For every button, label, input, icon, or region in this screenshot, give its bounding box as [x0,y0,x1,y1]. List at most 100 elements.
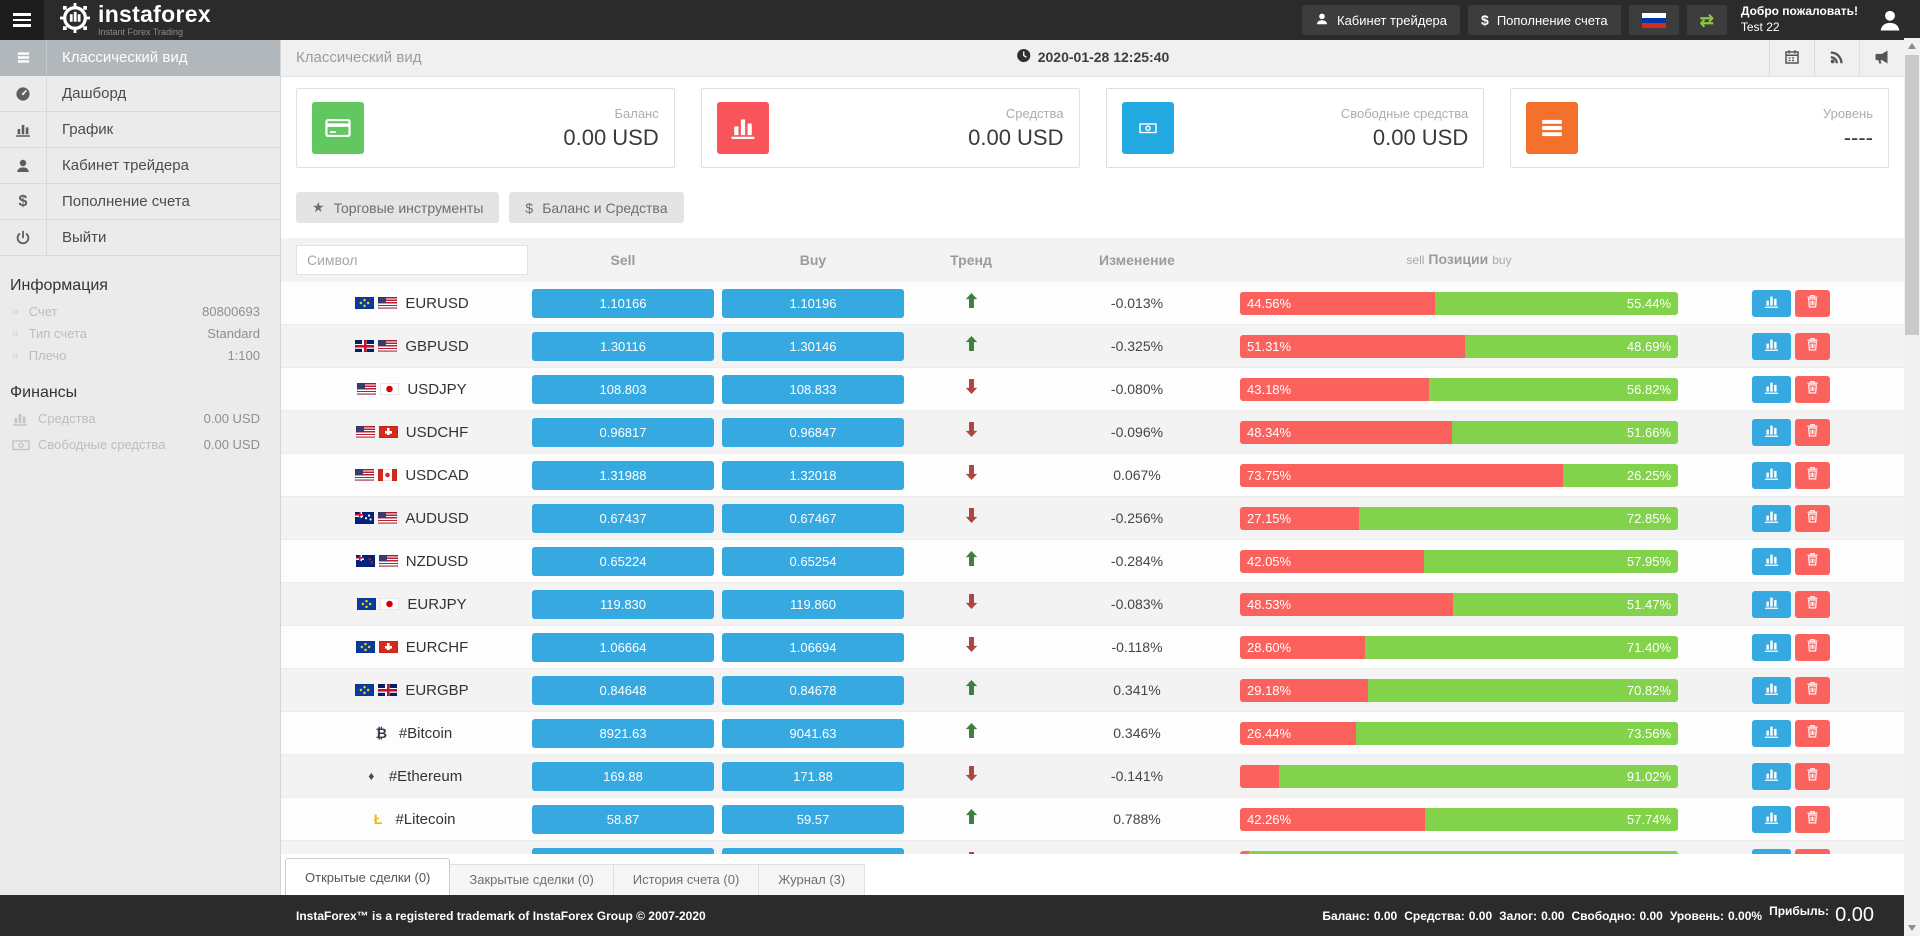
sell-price-button[interactable]: 108.803 [532,374,714,404]
scroll-down-button[interactable] [1904,920,1920,936]
footer-stat: Уровень: 0.00% [1670,909,1762,923]
buy-price-button[interactable]: 0.84678 [722,675,904,705]
column-header-sell: Sell [610,252,636,268]
remove-instrument-button[interactable] [1795,461,1830,489]
open-chart-button[interactable] [1752,289,1791,317]
sidebar-item-5[interactable]: $ Пополнение счета [0,184,280,220]
buy-price-button[interactable]: 0.67467 [722,503,904,533]
sell-price-button[interactable]: 119.830 [532,589,714,619]
buy-price-button[interactable]: 171.88 [722,761,904,791]
remove-instrument-button[interactable] [1795,332,1830,360]
sidebar-item-1[interactable]: Классический вид [0,40,280,76]
remove-instrument-button[interactable] [1795,762,1830,790]
open-chart-button[interactable] [1752,676,1791,704]
buy-price-button[interactable]: 0.65254 [722,546,904,576]
remove-instrument-button[interactable] [1795,848,1830,854]
actions-cell [1678,633,1904,661]
buy-price-button[interactable]: 1.10196 [722,288,904,318]
positions-bar: 48.53% 51.47% [1240,592,1678,616]
sell-price-button[interactable]: 1.06664 [532,632,714,662]
sell-price-button[interactable]: 0.84648 [532,675,714,705]
open-chart-button[interactable] [1752,375,1791,403]
main-content: Классический вид 2020-01-28 12:25:40 Бал… [281,38,1904,895]
sidebar-item-3[interactable]: График [0,112,280,148]
tab-1[interactable]: Открытые сделки (0) [285,858,451,895]
open-chart-button[interactable] [1752,418,1791,446]
remove-instrument-button[interactable] [1795,504,1830,532]
sell-cell: 0.84648 [528,675,718,705]
open-chart-button[interactable] [1752,848,1791,854]
buy-price-button[interactable]: 1.30146 [722,331,904,361]
buy-price-button[interactable]: 9041.63 [722,718,904,748]
filter-button-1[interactable]: ★ Торговые инструменты [296,192,500,223]
buy-price-button[interactable] [722,847,904,854]
open-chart-button[interactable] [1752,633,1791,661]
sell-price-button[interactable]: 1.31988 [532,460,714,490]
eu-flag-icon [357,598,377,610]
rss-icon[interactable] [1814,38,1859,76]
open-chart-button[interactable] [1752,547,1791,575]
sidebar-item-2[interactable]: Дашборд [0,76,280,112]
buy-cell: 0.96847 [718,417,908,447]
tab-2[interactable]: Закрытые сделки (0) [449,864,614,895]
card-value: ---- [1843,124,1873,150]
filter-button-2[interactable]: $ Баланс и Средства [509,192,684,223]
sidebar-item-6[interactable]: Выйти [0,220,280,256]
open-chart-button[interactable] [1752,590,1791,618]
account-switch-button[interactable]: ⇄ [1686,5,1727,35]
remove-instrument-button[interactable] [1795,590,1830,618]
positions-bar: 73.75% 26.25% [1240,463,1678,487]
vertical-scrollbar[interactable] [1904,38,1920,936]
remove-instrument-button[interactable] [1795,676,1830,704]
buy-cell: 1.32018 [718,460,908,490]
buy-price-button[interactable]: 1.06694 [722,632,904,662]
menu-toggle-button[interactable] [0,0,44,40]
sidebar-item-4[interactable]: Кабинет трейдера [0,148,280,184]
chart-icon [1764,423,1779,441]
remove-instrument-button[interactable] [1795,547,1830,575]
open-chart-button[interactable] [1752,762,1791,790]
avatar-icon[interactable] [1872,8,1908,32]
sell-price-button[interactable]: 1.10166 [532,288,714,318]
sell-price-button[interactable]: 58.87 [532,804,714,834]
calendar-icon[interactable] [1769,38,1814,76]
remove-instrument-button[interactable] [1795,719,1830,747]
buy-price-button[interactable]: 108.833 [722,374,904,404]
deposit-button[interactable]: $ Пополнение счета [1468,5,1621,35]
buy-price-button[interactable]: 0.96847 [722,417,904,447]
open-chart-button[interactable] [1752,504,1791,532]
buy-price-button[interactable]: 59.57 [722,804,904,834]
card-value: 0.00 USD [968,124,1064,150]
symbol-cell: EURJPY [296,596,528,613]
buy-price-button[interactable]: 119.860 [722,589,904,619]
remove-instrument-button[interactable] [1795,805,1830,833]
open-chart-button[interactable] [1752,719,1791,747]
sell-price-button[interactable]: 0.65224 [532,546,714,576]
remove-instrument-button[interactable] [1795,418,1830,446]
actions-cell [1678,590,1904,618]
trend-up-arrow-icon [965,809,978,829]
sell-price-button[interactable]: 169.88 [532,761,714,791]
sell-price-button[interactable]: 0.67437 [532,503,714,533]
footer-stat-label: Свободно: [1571,908,1636,923]
megaphone-icon[interactable] [1859,38,1904,76]
open-chart-button[interactable] [1752,805,1791,833]
sell-price-button[interactable]: 8921.63 [532,718,714,748]
sidebar-nav: Классический вид Дашборд График Кабинет тре… [0,40,280,256]
open-chart-button[interactable] [1752,332,1791,360]
scroll-up-button[interactable] [1904,38,1920,54]
tab-4[interactable]: Журнал (3) [758,864,866,895]
sell-price-button[interactable]: 1.30116 [532,331,714,361]
trader-cabinet-button[interactable]: Кабинет трейдера [1302,5,1461,35]
open-chart-button[interactable] [1752,461,1791,489]
remove-instrument-button[interactable] [1795,289,1830,317]
language-flag-button[interactable] [1628,5,1679,35]
remove-instrument-button[interactable] [1795,375,1830,403]
tab-3[interactable]: История счета (0) [612,864,760,895]
sell-price-button[interactable]: 0.96817 [532,417,714,447]
remove-instrument-button[interactable] [1795,633,1830,661]
sell-price-button[interactable] [532,847,714,854]
symbol-search-input[interactable] [296,245,528,275]
scrollbar-thumb[interactable] [1905,55,1919,335]
buy-price-button[interactable]: 1.32018 [722,460,904,490]
